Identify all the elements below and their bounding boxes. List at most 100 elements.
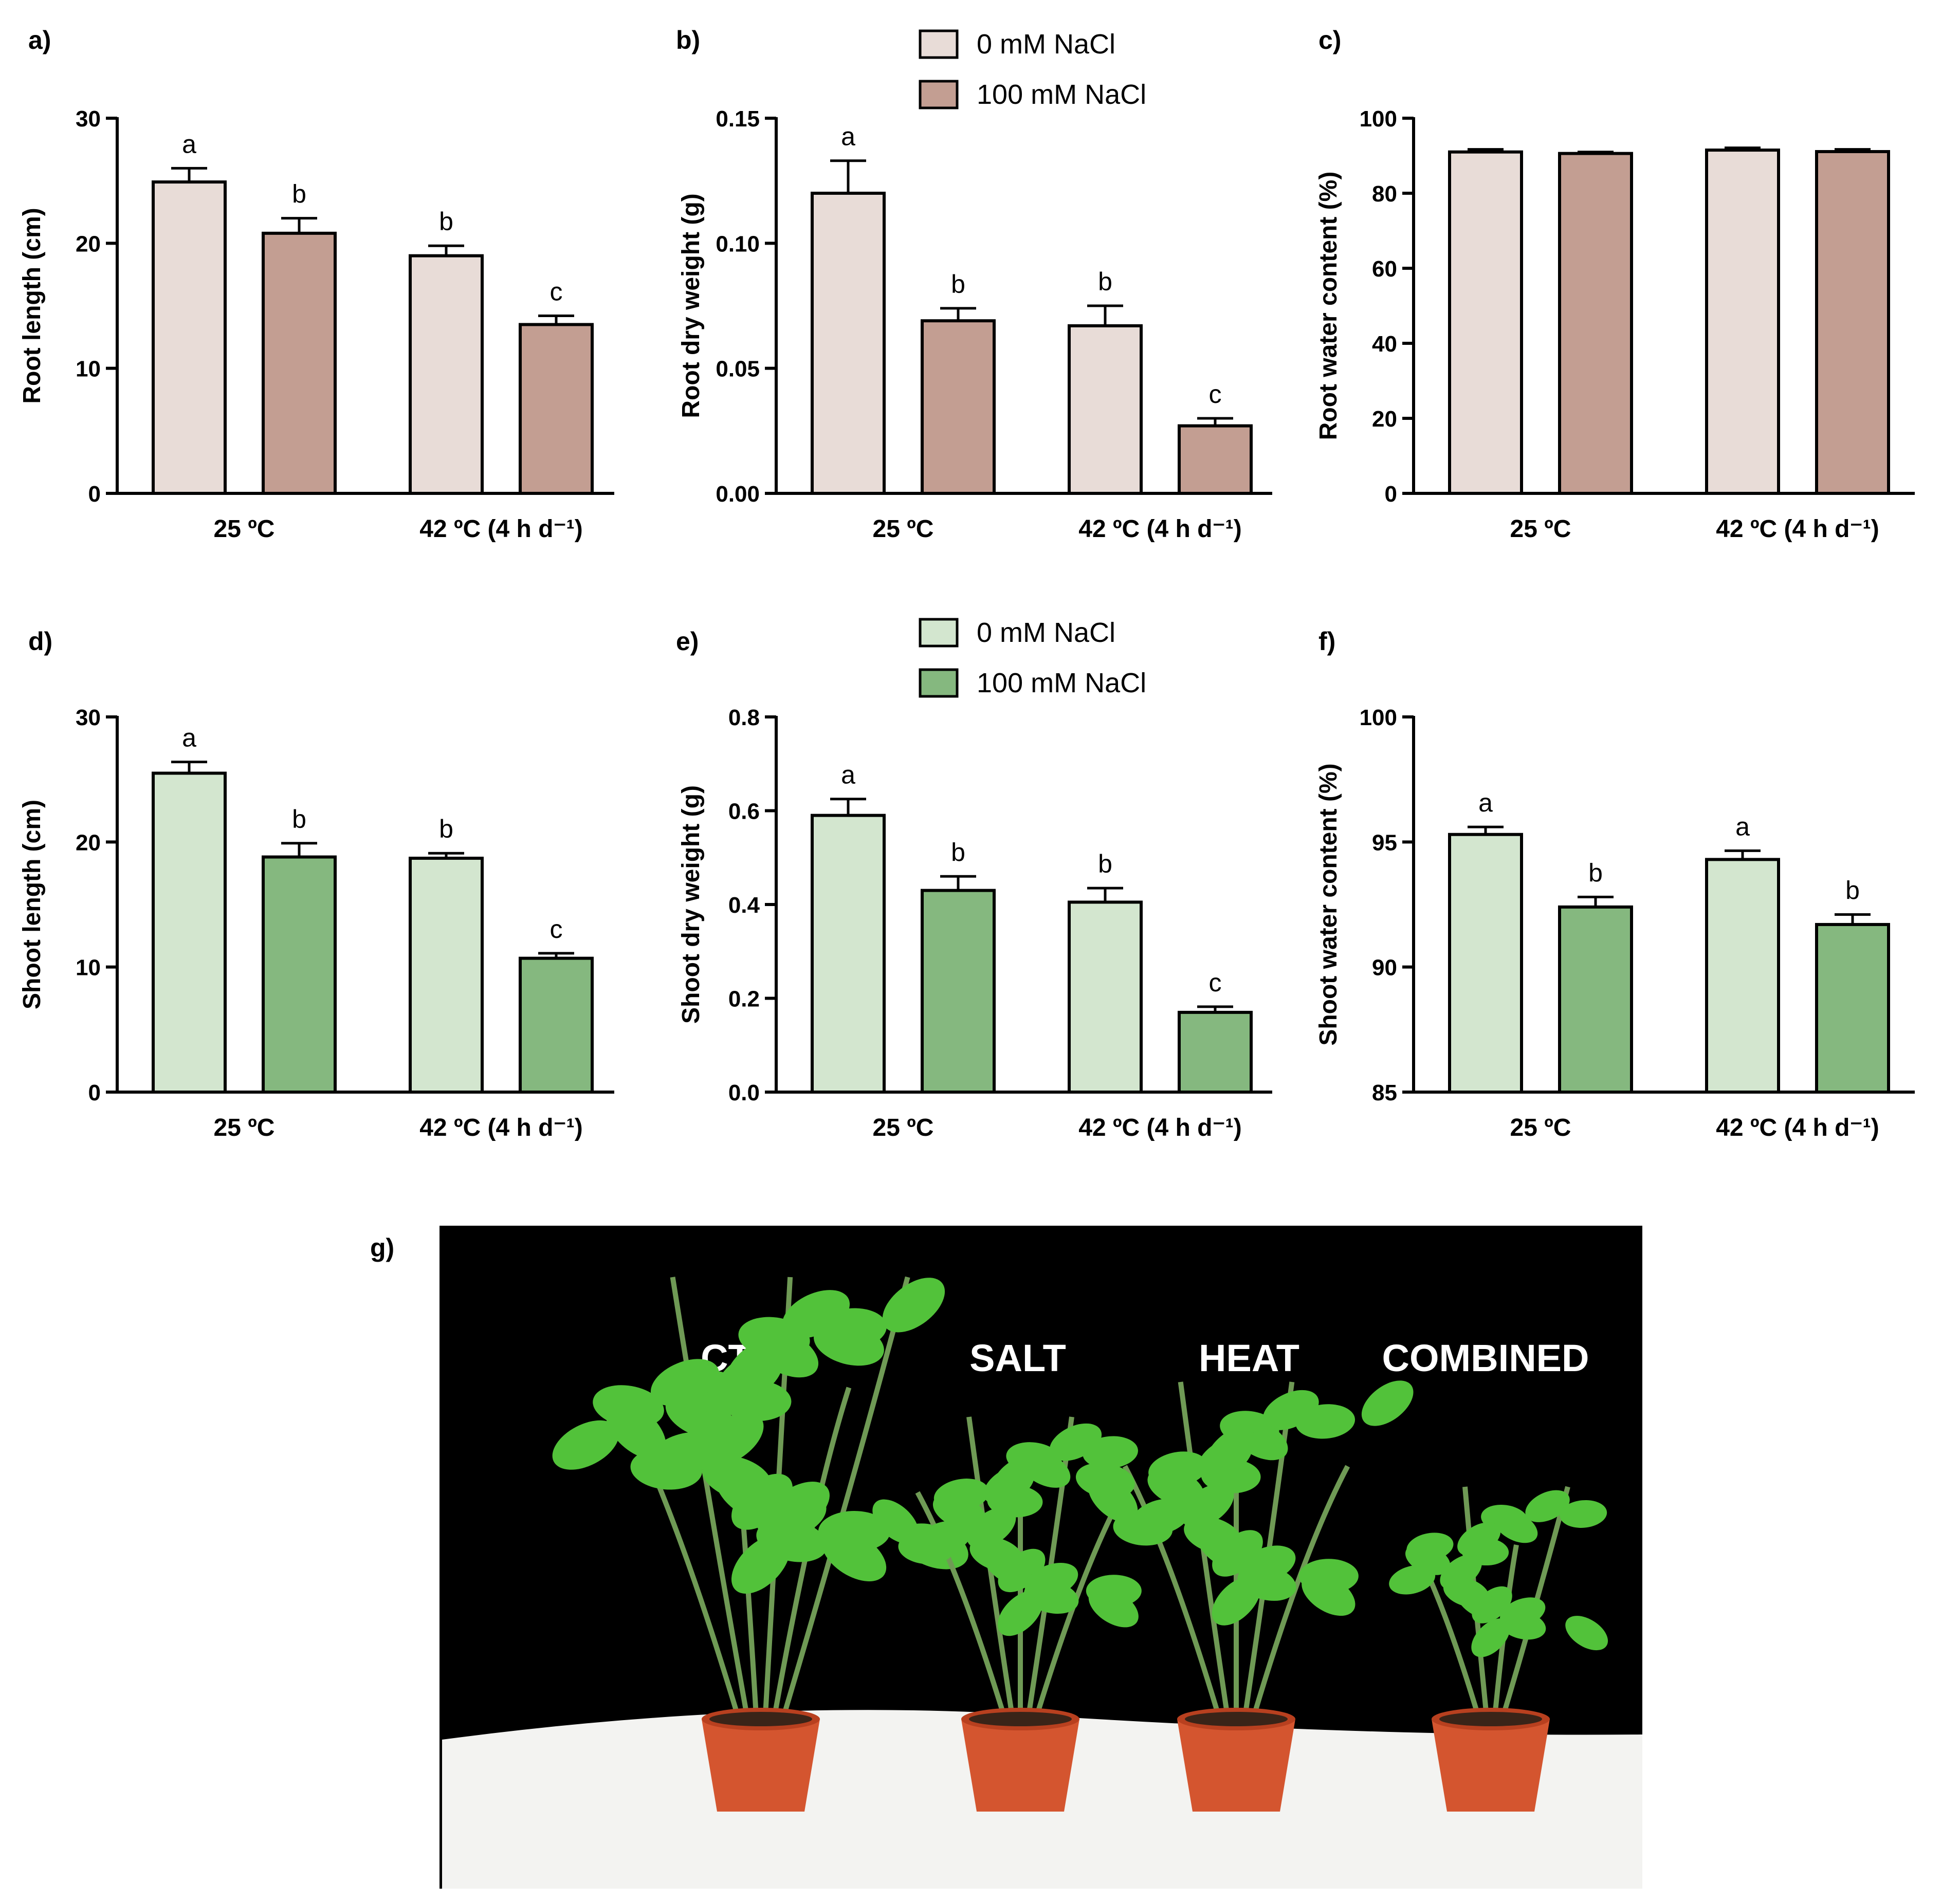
bar-nacl [921, 889, 996, 1094]
bar-control [409, 856, 484, 1094]
leaf [991, 1456, 1038, 1501]
charts-layer: a) 0 10 20 30 Root length (cm) a b 25 ºC b c 42 ºC … [19, 26, 1915, 1141]
panel-label: b) [676, 26, 700, 54]
x-category-label: 25 ºC [1510, 515, 1571, 543]
leaf [898, 1531, 954, 1564]
bar-control [811, 192, 886, 495]
significance-letter: a [841, 761, 855, 789]
legend: 0 mM NaCl 100 mM NaCl [919, 29, 1146, 110]
y-tick-label: 100 [1360, 106, 1397, 132]
photo-label: HEAT [1199, 1337, 1299, 1379]
significance-letter: b [292, 805, 306, 834]
x-category-label: 42 ºC (4 h d⁻¹) [419, 1114, 583, 1141]
legend-swatch [919, 668, 959, 698]
bar-control [409, 254, 484, 495]
x-category-label: 25 ºC [214, 1114, 275, 1141]
y-tick-label: 100 [1360, 705, 1397, 730]
x-category-label: 25 ºC [1510, 1114, 1571, 1141]
leaf [1499, 1597, 1546, 1628]
y-axis-label: Root water content (%) [1315, 172, 1342, 440]
pot-soil [969, 1712, 1072, 1726]
leaf [1196, 1523, 1248, 1570]
y-tick-label: 0.8 [728, 705, 760, 730]
bar-nacl [1558, 152, 1633, 495]
y-tick-label: 10 [76, 357, 101, 382]
y-tick-label: 20 [76, 830, 101, 855]
plant-salt [872, 1416, 1142, 1812]
leaf [1083, 1436, 1138, 1469]
y-tick-label: 20 [1372, 407, 1397, 432]
chart-panel-d: d) 0 10 20 30 Shoot length (cm) a b 25 ºC b c 42 ºC… [19, 627, 614, 1141]
pot-soil [709, 1712, 812, 1726]
significance-letter: a [841, 122, 855, 151]
y-tick-label: 0.10 [716, 231, 760, 256]
significance-letter: b [951, 270, 965, 299]
leaf [1361, 1380, 1414, 1426]
leaf [1389, 1565, 1436, 1595]
x-category-label: 42 ºC (4 h d⁻¹) [1078, 515, 1242, 543]
y-axis-label: Root dry weight (g) [677, 193, 705, 418]
pot-soil [1185, 1712, 1288, 1726]
x-category-label: 42 ºC (4 h d⁻¹) [1716, 1114, 1879, 1141]
x-category-label: 25 ºC [873, 1114, 934, 1141]
significance-letter: b [951, 838, 965, 866]
panel-label: a) [28, 26, 51, 54]
leaf [1024, 1563, 1078, 1599]
bar-nacl [262, 855, 337, 1094]
significance-letter: c [1209, 968, 1222, 997]
y-tick-label: 0.15 [716, 106, 760, 132]
bar-nacl [1178, 1010, 1253, 1094]
y-axis-label: Shoot dry weight (g) [677, 785, 705, 1024]
panel-label: c) [1318, 26, 1341, 54]
leaf [715, 1465, 778, 1520]
significance-letter: b [1845, 876, 1860, 905]
significance-letter: b [439, 815, 453, 843]
pot-soil [1439, 1712, 1542, 1726]
bar-nacl [921, 319, 996, 495]
stem [1122, 1465, 1222, 1720]
bar-nacl [262, 231, 337, 495]
y-tick-label: 0.05 [716, 357, 760, 382]
leaf [1298, 1559, 1359, 1593]
leaf [650, 1359, 719, 1406]
photo-label: COMBINED [1382, 1337, 1589, 1379]
chart-panel-b: b) 0.00 0.05 0.10 0.15 Root dry weight (g) a b 2… [676, 26, 1272, 543]
y-tick-label: 0.00 [716, 482, 760, 507]
significance-letter: c [550, 915, 563, 944]
x-category-label: 25 ºC [873, 515, 934, 543]
legend: 0 mM NaCl 100 mM NaCl [919, 617, 1146, 698]
y-axis-label: Shoot length (cm) [19, 800, 46, 1009]
panel-label: e) [676, 627, 699, 656]
significance-letter: c [1209, 380, 1222, 409]
legend-label: 0 mM NaCl [977, 617, 1115, 648]
leaf [1075, 1463, 1135, 1499]
photo-label: SALT [969, 1337, 1066, 1379]
x-category-label: 25 ºC [214, 515, 275, 543]
significance-letter: b [1588, 858, 1603, 887]
leaf [872, 1499, 919, 1544]
chart-panel-c: c) 0 20 40 60 80 100 Root water content (%) 25 º… [1315, 26, 1915, 543]
pot [961, 1719, 1079, 1812]
leaf [1525, 1490, 1570, 1522]
legend-swatch [919, 29, 959, 59]
leaf [1148, 1451, 1207, 1487]
significance-letter: a [1735, 812, 1750, 841]
x-category-label: 42 ºC (4 h d⁻¹) [1078, 1114, 1242, 1141]
y-tick-label: 10 [76, 955, 101, 981]
y-tick-label: 0 [88, 1080, 101, 1105]
significance-letter: b [1098, 267, 1112, 296]
bar-control [1705, 149, 1780, 495]
leaf [1205, 1427, 1255, 1475]
y-tick-label: 0.6 [728, 799, 760, 824]
y-tick-label: 95 [1372, 830, 1397, 855]
y-tick-label: 60 [1372, 256, 1397, 282]
bar-control [1448, 833, 1523, 1094]
y-tick-label: 40 [1372, 331, 1397, 357]
bar-control [811, 814, 886, 1094]
chart-panel-e: e) 0.0 0.2 0.4 0.6 0.8 Shoot dry weight (g) a b 2… [676, 627, 1272, 1141]
stem [915, 1491, 1008, 1720]
bar-nacl [519, 956, 594, 1094]
leaf [818, 1511, 890, 1553]
stem [780, 1276, 910, 1720]
y-tick-label: 0.4 [728, 893, 760, 918]
